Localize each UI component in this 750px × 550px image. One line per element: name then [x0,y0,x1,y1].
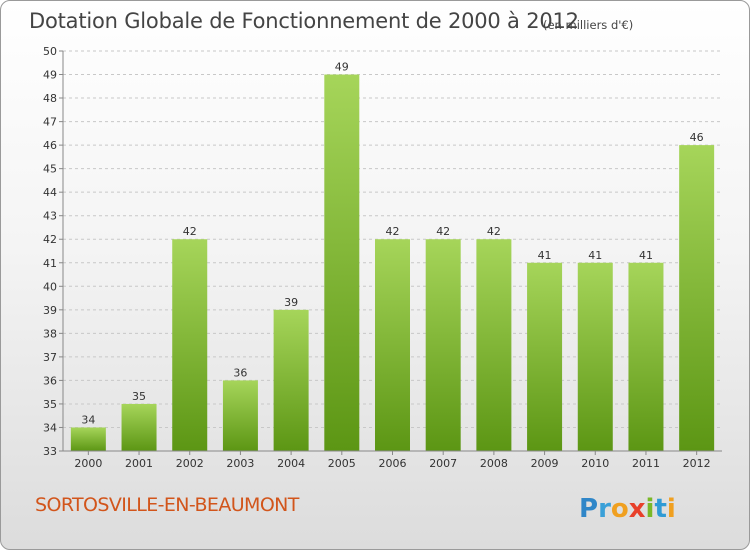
bars [70,74,715,451]
data-label-2009: 41 [538,249,552,262]
data-label-2000: 34 [81,413,95,426]
y-tick-label: 48 [43,92,57,105]
y-tick-label: 42 [43,233,57,246]
svg-text:Proxiti: Proxiti [579,494,676,524]
x-tick-label: 2003 [226,457,254,470]
bar-2010 [577,262,613,451]
y-tick-label: 33 [43,445,57,458]
y-tick-label: 43 [43,210,57,223]
bar-2002 [172,239,208,451]
bar-2012 [679,145,715,451]
data-label-2005: 49 [335,61,349,74]
bar-2006 [375,239,410,451]
x-tick-label: 2010 [581,457,609,470]
bar-2008 [476,239,512,451]
y-tick-label: 47 [43,116,57,129]
x-tick-label: 2012 [683,457,711,470]
data-label-2002: 42 [183,225,197,238]
proxiti-logo: Proxiti [579,494,676,524]
chart-title: Dotation Globale de Fonctionnement de 20… [29,9,579,33]
x-tick-label: 2007 [429,457,457,470]
axes [59,50,722,455]
bar-2007 [425,239,461,451]
y-tick-label: 41 [43,257,57,270]
commune-name: SORTOSVILLE-EN-BEAUMONT [35,494,299,516]
bar-2001 [121,403,157,451]
x-tick-label: 2009 [531,457,559,470]
x-tick-label: 2002 [176,457,204,470]
data-label-2010: 41 [588,249,602,262]
bar-2003 [222,380,258,451]
bar-2011 [628,262,664,451]
chart-unit: (en milliers d'€) [543,18,634,32]
y-tick-label: 44 [43,186,57,199]
data-label-2006: 42 [386,225,400,238]
y-tick-label: 45 [43,163,57,176]
data-label-2011: 41 [639,249,653,262]
x-tick-label: 2001 [125,457,153,470]
y-tick-label: 37 [43,351,57,364]
bar-2009 [527,262,563,451]
x-tick-label: 2006 [379,457,407,470]
bar-2005 [324,74,360,451]
data-label-2001: 35 [132,390,146,403]
x-tick-label: 2011 [632,457,660,470]
y-tick-label: 40 [43,280,57,293]
y-tick-label: 49 [43,69,57,82]
bar-2000 [70,427,106,451]
x-tick-label: 2005 [328,457,356,470]
y-tick-label: 39 [43,304,57,317]
data-label-2004: 39 [284,296,298,309]
y-tick-label: 50 [43,45,57,58]
bar-2004 [273,309,309,451]
y-tick-label: 34 [43,421,57,434]
y-tick-label: 35 [43,398,57,411]
y-tick-label: 46 [43,139,57,152]
data-label-2012: 46 [690,131,704,144]
x-tick-label: 2008 [480,457,508,470]
data-label-2008: 42 [487,225,501,238]
data-label-2003: 36 [233,366,247,379]
labels: 33 34 35 36 37 38 39 40 41 42 43 44 45 46 47 48 49 50 34 20… [43,45,711,470]
x-tick-label: 2004 [277,457,305,470]
y-tick-label: 36 [43,374,57,387]
x-tick-label: 2000 [74,457,102,470]
y-tick-label: 38 [43,327,57,340]
data-label-2007: 42 [436,225,450,238]
